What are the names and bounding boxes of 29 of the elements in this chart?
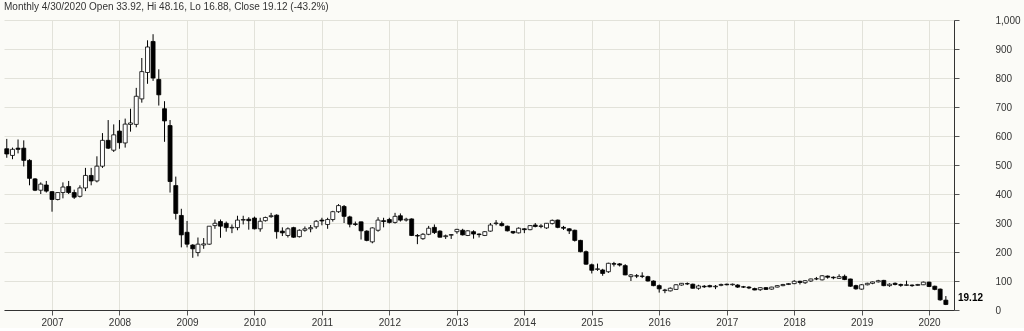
x-tick-label: 2020 — [918, 316, 942, 328]
y-tick-label: 100 — [995, 275, 1013, 287]
x-tick-label: 2014 — [513, 316, 537, 328]
y-tick-label: 900 — [995, 43, 1013, 55]
x-tick-label: 2010 — [243, 316, 267, 328]
x-tick-label: 2007 — [41, 316, 65, 328]
x-tick-label: 2011 — [311, 316, 334, 328]
y-tick-label: 0 — [995, 304, 1002, 316]
x-tick-label: 2008 — [108, 316, 132, 328]
candlestick — [162, 100, 167, 143]
y-tick-label: 1,000 — [995, 14, 1021, 26]
text: 19.12 — [958, 292, 984, 303]
y-tick-label: 600 — [995, 130, 1013, 142]
y-tick-label: 200 — [995, 246, 1013, 258]
y-tick-label: 400 — [995, 188, 1013, 200]
y-tick-label: 300 — [995, 217, 1013, 229]
y-tick-label: 700 — [995, 101, 1013, 113]
x-tick-label: 2015 — [581, 316, 604, 328]
x-tick-label: 2012 — [378, 316, 402, 328]
x-tick-label: 2019 — [851, 316, 874, 328]
x-tick-label: 2017 — [716, 316, 739, 328]
x-tick-label: 2009 — [176, 316, 200, 328]
x-tick-label: 2018 — [783, 316, 807, 328]
chart-title: Monthly 4/30/2020 Open 33.92, Hi 48.16, Lo 16.88, Close 19.12 (-43.2%) — [4, 1, 329, 12]
candlestick — [156, 68, 162, 107]
x-tick-label: 2016 — [648, 316, 672, 328]
x-tick-label: 2013 — [446, 316, 469, 328]
y-tick-label: 500 — [995, 159, 1013, 171]
y-tick-label: 800 — [995, 72, 1013, 84]
